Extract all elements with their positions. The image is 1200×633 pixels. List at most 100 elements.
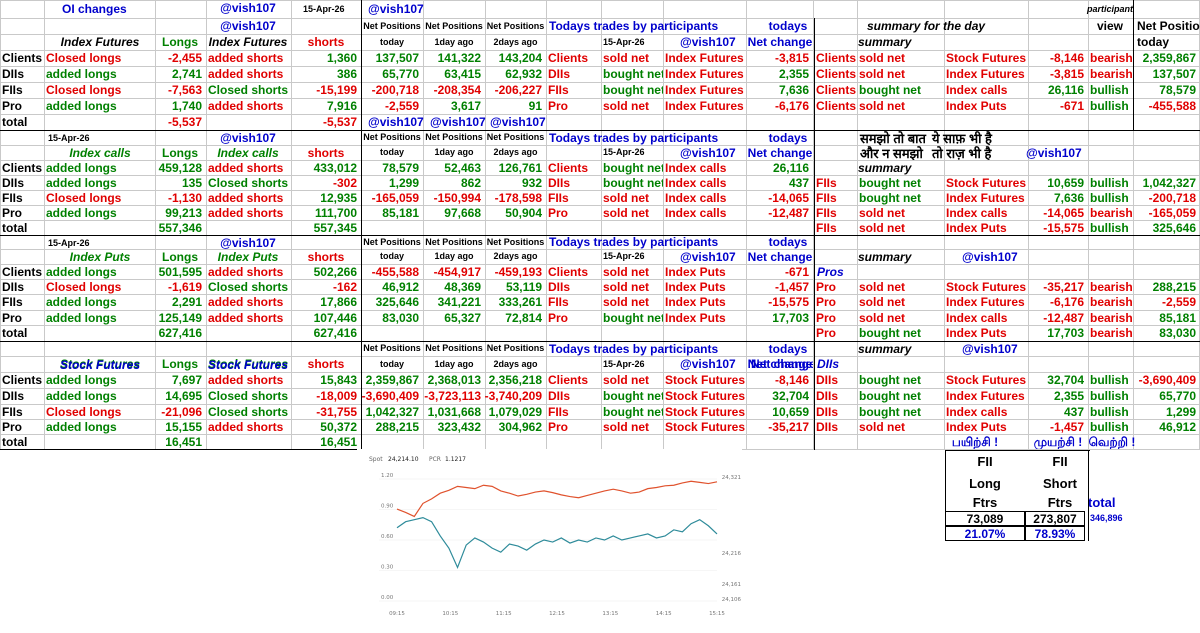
- np-action: bought net: [603, 160, 663, 175]
- long-action: added longs: [46, 160, 117, 175]
- long-value: 99,213: [165, 205, 202, 220]
- diis-label: DIIs: [817, 357, 840, 371]
- gridline: [0, 190, 1200, 191]
- np-instrument: Index calls: [665, 160, 727, 175]
- sum-action: sold net: [859, 67, 906, 81]
- np-value: 1,079,029: [488, 404, 542, 419]
- sum-participant: Clients: [816, 67, 857, 81]
- np-value: 72,814: [505, 310, 542, 325]
- total-long: 16,451: [165, 434, 202, 449]
- gridline: [0, 175, 1200, 176]
- np-handle-extra: @vish107: [368, 114, 424, 129]
- gridline: [0, 419, 1200, 420]
- sum-instrument: Stock Futures: [946, 373, 1027, 387]
- row-label: Pro: [2, 99, 23, 113]
- sum-instrument: Index calls: [946, 205, 1008, 220]
- net-positions-label: Net Positions: [1137, 19, 1200, 33]
- long-action: Closed longs: [46, 404, 122, 419]
- sum-value: 10,659: [1047, 175, 1084, 190]
- np-net-change: -3,815: [774, 51, 809, 65]
- total-short: 557,345: [313, 220, 357, 235]
- gridline: [944, 0, 945, 449]
- np-header: Net Positions: [425, 343, 483, 353]
- short-value: 15,843: [320, 373, 357, 387]
- np-handle-extra: @vish107: [430, 114, 486, 129]
- short-action: added shorts: [208, 205, 284, 220]
- gridline: [423, 0, 424, 449]
- block-handle: [206, 342, 290, 356]
- gridline: [0, 294, 1200, 295]
- np-header: Net Positions: [486, 20, 545, 31]
- np-action: bought net: [603, 175, 663, 190]
- long-value: 135: [181, 175, 202, 190]
- fii-box-long-value: 73,089: [945, 511, 1025, 526]
- fii-box-short-value: 273,807: [1025, 511, 1085, 526]
- spot-value: 24,214.10: [388, 456, 419, 463]
- short-value: 7,916: [326, 99, 357, 113]
- x-tick-label: 11:15: [496, 611, 512, 617]
- gridline: [0, 341, 1200, 342]
- left-tick-label: 0.60: [381, 534, 394, 540]
- sum-action: sold net: [859, 220, 906, 235]
- np-handle: @vish107: [680, 35, 736, 49]
- sum-bias: bullish: [1090, 389, 1129, 403]
- total-short: -5,537: [322, 115, 357, 129]
- np-handle: @vish107: [680, 145, 736, 160]
- np-value: 1,031,668: [427, 404, 481, 419]
- sum-participant: DIIs: [816, 419, 839, 434]
- np-net-change: 437: [788, 175, 809, 190]
- hindi-line-b: और न समझो: [860, 146, 923, 160]
- sum-netpos: -2,559: [1161, 295, 1196, 309]
- long-value: 1,740: [171, 99, 202, 113]
- row-label: Clients: [2, 264, 43, 279]
- fii-box-long: Long: [969, 475, 1001, 491]
- gridline: [0, 279, 1200, 280]
- gridline: [206, 0, 207, 449]
- sum-participant: Pro: [816, 295, 837, 309]
- sum-bias: bearish: [1090, 67, 1133, 81]
- sum-bias: bearish: [1090, 279, 1133, 294]
- gridline: [0, 356, 1200, 357]
- gridline: [0, 130, 1200, 131]
- left-tick-label: 0.00: [381, 595, 394, 601]
- sum-participant: FIIs: [816, 175, 837, 190]
- shorts-label: shorts: [307, 145, 345, 160]
- fii-box-total-value: 346,896: [1090, 513, 1123, 523]
- gridline: [0, 66, 1200, 67]
- long-value: 7,697: [171, 373, 202, 387]
- np-handle: @vish107: [680, 249, 736, 264]
- gridline: [945, 450, 1090, 451]
- tamil-a: பயிற்சி !: [951, 435, 999, 449]
- np-action: sold net: [603, 51, 650, 65]
- np-value: 52,463: [444, 160, 481, 175]
- np-value: 83,030: [382, 310, 419, 325]
- row-label: Pro: [2, 205, 23, 220]
- np-net-change: -671: [784, 264, 809, 279]
- short-action: added shorts: [208, 67, 284, 81]
- np-value: 78,579: [382, 160, 419, 175]
- gridline: [601, 0, 602, 449]
- x-tick-label: 14:15: [656, 611, 672, 617]
- sum-bias: bullish: [1090, 99, 1129, 113]
- block-title: Index Puts: [69, 249, 131, 264]
- gridline: [485, 0, 486, 449]
- np-header: Net Positions: [425, 20, 483, 31]
- sum-bias: bullish: [1090, 419, 1129, 434]
- np-participant: Clients: [548, 160, 589, 175]
- todays-label: todays: [768, 19, 808, 33]
- short-value: 50,372: [320, 419, 357, 434]
- sum-action: sold net: [859, 99, 906, 113]
- np-instrument: Index Puts: [665, 310, 726, 325]
- sum-participant: FIIs: [816, 190, 837, 205]
- x-tick-label: 10:15: [442, 611, 458, 617]
- sum-netpos: 325,646: [1152, 220, 1196, 235]
- tamil-b: முயற்சி !: [1033, 435, 1083, 449]
- total-label: total: [2, 434, 28, 449]
- np-value: -178,598: [494, 190, 542, 205]
- hindi-line-c: ये साफ़ भी है: [932, 131, 992, 146]
- trades-title: Todays trades by participants: [549, 235, 719, 249]
- np-action: sold net: [603, 419, 650, 434]
- shorts-label: shorts: [307, 35, 345, 49]
- sum-bias: bearish: [1090, 295, 1133, 309]
- np-instrument: Index Futures: [665, 51, 744, 65]
